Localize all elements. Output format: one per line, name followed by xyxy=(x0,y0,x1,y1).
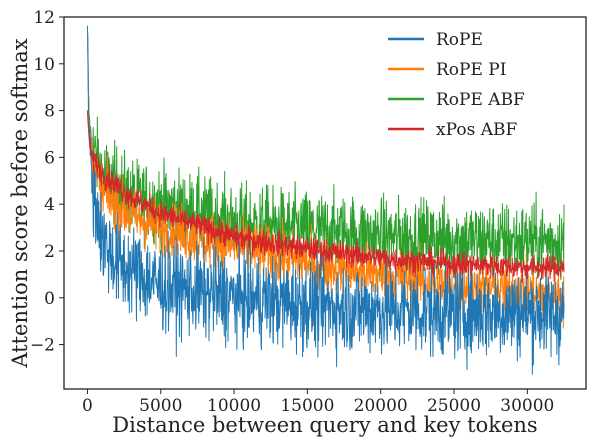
y-tick-label: 6 xyxy=(44,148,55,168)
x-tick-label: 5000 xyxy=(139,396,182,416)
series-line-rope xyxy=(86,29,565,375)
y-tick-label: 8 xyxy=(44,102,55,122)
x-tick-label: 10000 xyxy=(207,396,261,416)
y-tick-label: 10 xyxy=(33,55,55,75)
x-axis: 0 5000 10000 15000 20000 25000 30000 xyxy=(82,389,554,416)
x-tick-label: 30000 xyxy=(500,396,554,416)
series-line-rope-abf xyxy=(86,25,565,287)
y-axis: −2 0 2 4 6 8 10 12 xyxy=(30,8,64,356)
legend-entry: RoPE ABF xyxy=(436,90,525,110)
legend-entry: RoPE xyxy=(436,30,483,50)
x-tick-label: 15000 xyxy=(280,396,334,416)
legend-entry: xPos ABF xyxy=(436,120,517,140)
series-layer xyxy=(86,25,565,375)
plot-frame xyxy=(63,16,587,390)
x-tick-label: 25000 xyxy=(427,396,481,416)
y-axis-label: Attention score before softmax xyxy=(8,38,32,368)
series-line-xpos-abf xyxy=(86,110,565,283)
legend-entry: RoPE PI xyxy=(436,60,506,80)
y-tick-label: 12 xyxy=(33,8,55,28)
legend: RoPE RoPE PI RoPE ABF xPos ABF xyxy=(388,30,525,140)
x-tick-label: 20000 xyxy=(354,396,408,416)
x-tick-label: 0 xyxy=(82,396,93,416)
y-tick-label: 0 xyxy=(44,289,55,309)
y-tick-label: −2 xyxy=(30,336,55,356)
y-tick-label: 4 xyxy=(44,195,55,215)
y-tick-label: 2 xyxy=(44,242,55,262)
x-axis-label: Distance between query and key tokens xyxy=(112,413,537,437)
